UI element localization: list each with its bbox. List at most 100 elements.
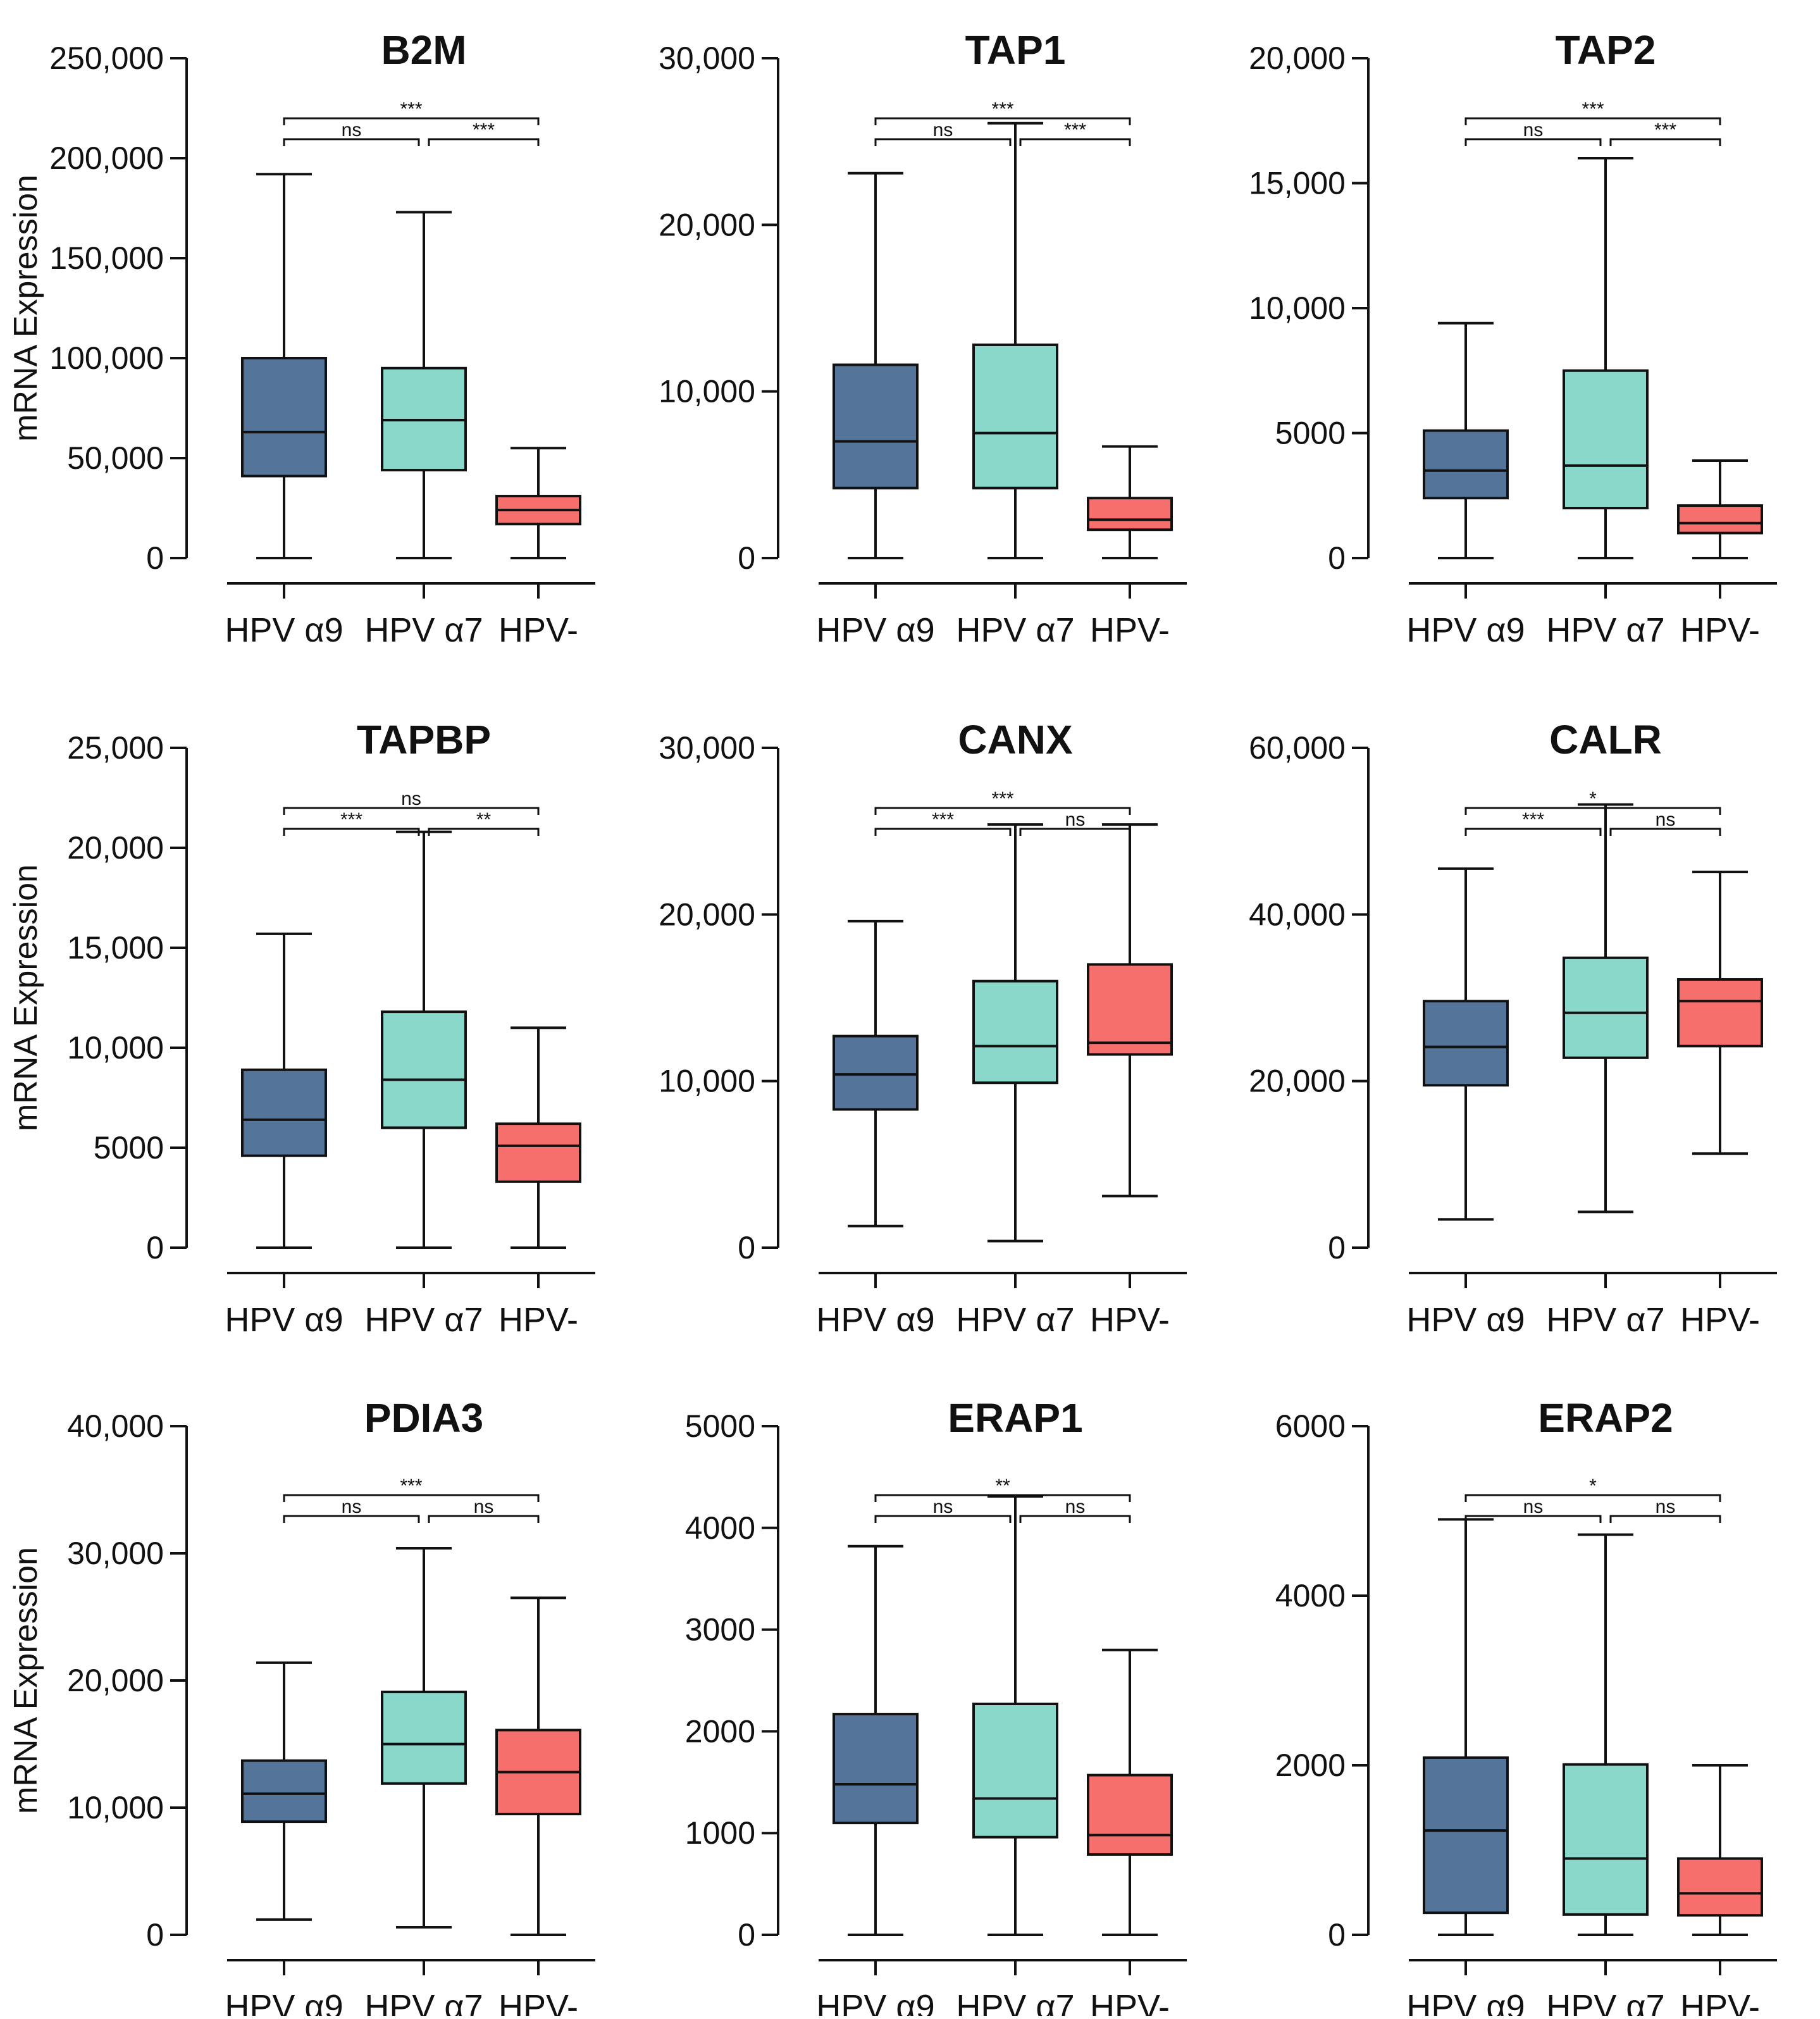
significance-bracket <box>1464 1515 1602 1523</box>
box-hpv-alpha9 <box>241 1068 327 1157</box>
x-tick-label: HPV α7 <box>956 1301 1074 1339</box>
y-tick-label: 5000 <box>1275 416 1346 451</box>
significance-label: * <box>1589 1475 1597 1496</box>
chart-title: B2M <box>381 27 466 73</box>
y-tick-label: 10,000 <box>1249 290 1346 326</box>
box-hpv-alpha7 <box>381 1010 467 1129</box>
significance-label: ns <box>1065 1496 1086 1517</box>
significance-bracket <box>1019 138 1131 146</box>
box-hpv-alpha9 <box>1423 1756 1509 1915</box>
y-tick-label: 0 <box>146 1230 164 1265</box>
x-tick-label: HPV α9 <box>225 611 343 649</box>
y-axis-label: mRNA Expression <box>8 175 44 442</box>
box-hpv-alpha7 <box>972 343 1058 490</box>
y-tick-label: 2000 <box>1275 1748 1346 1783</box>
y-tick-label: 150,000 <box>49 240 164 276</box>
chart-title: PDIA3 <box>364 1395 484 1441</box>
significance-label: *** <box>991 788 1013 809</box>
y-tick-label: 30,000 <box>659 40 755 76</box>
panel-b2m: B2M 0 50,000 100,000 150,000 200,000 250,000 mR… <box>8 27 595 649</box>
x-tick-label: HPV- <box>498 1301 578 1339</box>
box-hpv <box>1677 978 1763 1048</box>
y-tick-label: 0 <box>146 540 164 576</box>
y-tick-label: 20,000 <box>1249 40 1346 76</box>
significance-bracket <box>874 1515 1012 1523</box>
x-tick-label: HPV- <box>1090 1301 1170 1339</box>
y-tick-label: 100,000 <box>49 340 164 376</box>
chart-title: TAP1 <box>965 27 1066 73</box>
x-tick-label: HPV α7 <box>956 1988 1074 2016</box>
panel-calr: CALR 0 20,000 40,000 60,000 HPV α9 HPV α7 HPV- *… <box>1249 717 1777 1339</box>
box-hpv-alpha9 <box>833 1713 919 1825</box>
panel-tap2: TAP2 0 5000 10,000 15,000 20,000 HPV α9 HPV α7 H… <box>1249 27 1777 649</box>
significance-label: *** <box>400 1475 422 1496</box>
significance-label: *** <box>1582 99 1604 120</box>
y-tick-label: 20,000 <box>67 1663 164 1698</box>
box-hpv-alpha7 <box>381 1691 467 1785</box>
x-tick-label: HPV α9 <box>816 1988 934 2016</box>
y-tick-label: 30,000 <box>67 1536 164 1571</box>
significance-label: ns <box>933 120 953 140</box>
box-hpv-alpha7 <box>1563 1763 1649 1916</box>
x-tick-label: HPV α9 <box>225 1988 343 2016</box>
significance-label: *** <box>1064 120 1086 140</box>
x-tick-label: HPV α9 <box>1406 1301 1525 1339</box>
x-tick-label: HPV α7 <box>364 1301 483 1339</box>
x-tick-label: HPV- <box>1680 1301 1760 1339</box>
significance-bracket <box>1464 828 1602 836</box>
y-tick-label: 2000 <box>685 1713 755 1749</box>
x-tick-label: HPV α9 <box>1406 1988 1525 2016</box>
box-hpv-alpha7 <box>972 979 1058 1084</box>
significance-label: *** <box>932 809 954 830</box>
chart-title: CALR <box>1549 717 1662 762</box>
y-axis-label: mRNA Expression <box>8 864 44 1131</box>
y-tick-label: 0 <box>1328 1230 1346 1265</box>
y-tick-label: 20,000 <box>67 830 164 866</box>
y-tick-label: 0 <box>1328 1917 1346 1953</box>
significance-bracket <box>1609 138 1721 146</box>
y-tick-label: 3000 <box>685 1612 755 1648</box>
significance-bracket <box>283 1515 420 1523</box>
x-tick-label: HPV α7 <box>364 1988 483 2016</box>
y-tick-label: 40,000 <box>1249 897 1346 932</box>
significance-bracket <box>283 117 540 125</box>
significance-bracket <box>428 138 540 146</box>
y-tick-label: 30,000 <box>659 730 755 766</box>
significance-bracket <box>874 117 1131 125</box>
significance-label: ns <box>933 1496 953 1517</box>
y-axis-label: mRNA Expression <box>8 1547 44 1814</box>
box-hpv-alpha9 <box>241 357 327 478</box>
significance-bracket <box>1019 1515 1131 1523</box>
significance-bracket <box>283 138 420 146</box>
significance-bracket <box>1464 138 1602 146</box>
box-hpv-alpha9 <box>833 1034 919 1111</box>
chart-title: ERAP1 <box>948 1395 1082 1441</box>
panel-canx: CANX 0 10,000 20,000 30,000 HPV α9 HPV α7 HPV- *… <box>659 717 1187 1339</box>
y-tick-label: 15,000 <box>1249 166 1346 201</box>
significance-label: *** <box>473 120 495 140</box>
significance-bracket <box>1464 807 1721 815</box>
y-tick-label: 10,000 <box>659 1064 755 1099</box>
significance-label: ns <box>1656 1496 1676 1517</box>
y-tick-label: 5000 <box>94 1130 164 1165</box>
significance-label: *** <box>400 99 422 120</box>
chart-title: TAPBP <box>357 717 491 762</box>
box-hpv-alpha7 <box>1563 956 1649 1059</box>
significance-bracket <box>283 1494 540 1502</box>
significance-bracket <box>874 138 1012 146</box>
y-tick-label: 0 <box>738 1230 755 1265</box>
box-hpv-alpha9 <box>1423 1000 1509 1087</box>
x-tick-label: HPV α7 <box>956 611 1074 649</box>
panel-tap1: TAP1 0 10,000 20,000 30,000 HPV α9 HPV α7 HPV-n… <box>659 27 1187 649</box>
y-tick-label: 50,000 <box>67 440 164 476</box>
y-tick-label: 60,000 <box>1249 730 1346 766</box>
significance-label: ns <box>342 120 362 140</box>
significance-bracket <box>1464 117 1721 125</box>
significance-bracket <box>428 828 540 836</box>
y-tick-label: 1000 <box>685 1815 755 1851</box>
x-tick-label: HPV α9 <box>1406 611 1525 649</box>
significance-bracket <box>283 807 540 815</box>
x-tick-label: HPV- <box>1090 611 1170 649</box>
box-hpv <box>1677 504 1763 535</box>
